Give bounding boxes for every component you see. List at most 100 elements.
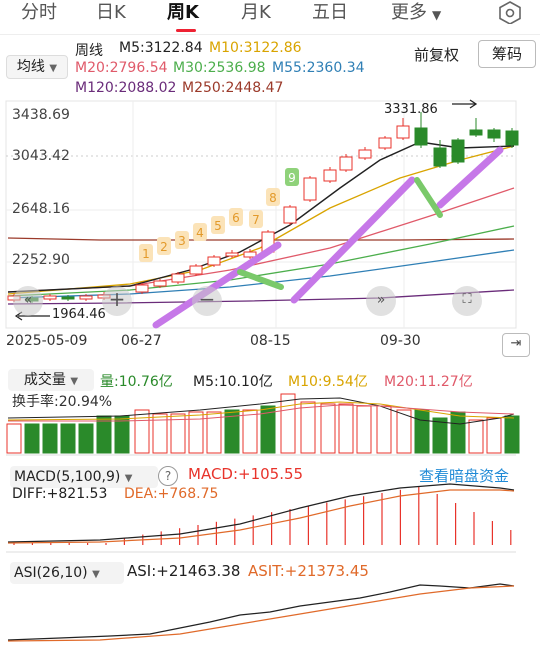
asit-value: ASIT:+21373.45	[248, 562, 369, 580]
green-correction-2	[414, 177, 443, 218]
asit-line	[7, 585, 515, 642]
asi-selector-label: ASI(26,10)	[14, 565, 88, 581]
volume-bar	[504, 415, 520, 454]
price-tick: 2252.90	[12, 252, 70, 268]
candle-body	[339, 156, 353, 171]
volume-bar	[6, 423, 22, 454]
legend-m55: M55:2360.34	[272, 60, 365, 76]
volume-selector[interactable]: 成交量 ▼	[8, 369, 94, 391]
turnover-rate: 换手率:20.94%	[12, 394, 113, 410]
asi-selector[interactable]: ASI(26,10) ▼	[10, 562, 124, 584]
volume-bar	[468, 419, 484, 454]
tab-monthly[interactable]: 月K	[241, 2, 271, 23]
tab-intraday[interactable]: 分时	[21, 2, 57, 23]
tab-five-day[interactable]: 五日	[312, 2, 348, 23]
green-correction-1	[237, 269, 284, 290]
candles-group	[7, 112, 519, 303]
arrow-right-icon	[469, 99, 478, 109]
scroll-left-icon[interactable]: «	[13, 286, 43, 316]
asi-line	[7, 583, 515, 641]
ma-selector[interactable]: 均线 ▼	[6, 55, 68, 79]
candle-body	[243, 251, 257, 258]
macd-selector[interactable]: MACD(5,100,9) ▼	[10, 466, 158, 488]
purple-trendline-2	[290, 176, 416, 304]
adjust-button[interactable]: 前复权	[414, 46, 460, 64]
legend-m30: M30:2536.98	[173, 60, 266, 76]
signal-box	[193, 223, 207, 241]
dark-pool-funds-link[interactable]: 查看暗盘资金	[419, 467, 510, 485]
asi-value: ASI:+21463.38	[127, 562, 241, 580]
volume-m20: M20:11.27亿	[384, 374, 473, 390]
volume-bar	[78, 423, 94, 454]
volume-m20-line	[8, 404, 515, 422]
signal-number: 3	[178, 234, 186, 248]
volume-bar	[242, 409, 258, 454]
tabs-bar	[0, 0, 540, 35]
volume-bar	[486, 417, 502, 454]
volume-selector-label: 成交量	[23, 372, 66, 388]
volume-bar	[338, 403, 354, 454]
price-tick: 3438.69	[12, 107, 70, 123]
candle-body	[79, 295, 93, 300]
candle-body	[378, 137, 392, 149]
chevron-down-icon: ▼	[49, 63, 58, 74]
signal-box	[139, 244, 153, 262]
signal-box	[157, 237, 171, 255]
fullscreen-icon[interactable]: ⛶	[452, 286, 482, 316]
zoom-in-icon[interactable]: +	[102, 286, 132, 316]
signal-box	[175, 231, 189, 249]
diff-line	[7, 483, 515, 543]
volume-bar	[320, 403, 336, 454]
candle-body	[469, 129, 483, 136]
signal-box	[249, 210, 263, 228]
volume-bar	[300, 401, 316, 454]
volume-bar	[224, 409, 240, 454]
signal-number: 7	[252, 213, 260, 227]
macd-histogram	[13, 486, 512, 545]
candle-body	[487, 129, 501, 139]
dea-value: DEA:+768.75	[124, 486, 219, 502]
signal-box	[285, 168, 299, 186]
tab-daily[interactable]: 日K	[96, 2, 126, 23]
help-icon[interactable]: ?	[158, 466, 178, 486]
volume-bars	[6, 393, 520, 454]
settings-hexagon-icon[interactable]	[497, 0, 521, 24]
signal-number: 8	[269, 191, 277, 205]
chart-frame	[5, 100, 517, 329]
signal-number: 2	[160, 240, 168, 254]
candle-body	[323, 169, 337, 182]
volume-m5: M5:10.10亿	[193, 374, 273, 390]
legend-m250: M250:2448.47	[182, 80, 284, 96]
date-tick: 09-30	[380, 333, 421, 349]
chips-button[interactable]: 筹码	[478, 40, 536, 68]
candle-body	[171, 273, 185, 283]
period-label: 周线	[75, 43, 103, 59]
jump-to-latest-icon[interactable]: ⇥	[502, 333, 530, 357]
candle-body	[207, 256, 221, 266]
chevron-down-icon: ▼	[124, 473, 133, 484]
dea-line	[7, 489, 515, 544]
candle-body	[433, 147, 447, 167]
volume-bar	[206, 411, 222, 454]
signal-box	[229, 208, 243, 226]
scroll-right-icon[interactable]: »	[366, 286, 396, 316]
date-tick: 2025-05-09	[6, 333, 88, 349]
zoom-out-icon[interactable]: −	[192, 286, 222, 316]
price-tick: 3043.42	[12, 148, 70, 164]
macd-value: MACD:+105.55	[188, 465, 304, 483]
signal-box	[266, 188, 280, 206]
candle-body	[414, 127, 428, 146]
tab-more[interactable]: 更多	[391, 2, 427, 23]
volume-bar	[170, 413, 186, 454]
ma250-line	[7, 237, 515, 241]
legend-m5: M5:3122.84	[119, 40, 203, 56]
signal-number: 9	[288, 171, 296, 185]
volume-bar	[432, 417, 448, 454]
tab-weekly[interactable]: 周K	[167, 2, 199, 23]
volume-bar	[396, 409, 412, 454]
chevron-down-icon[interactable]: ▼	[432, 8, 442, 22]
candle-body	[396, 125, 410, 139]
